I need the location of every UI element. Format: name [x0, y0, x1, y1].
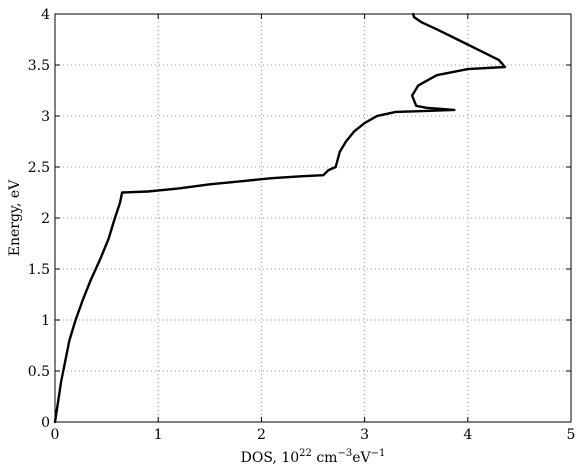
x-axis-label-suffix: eV: [352, 450, 371, 466]
x-axis-label-exp1: 22: [299, 448, 312, 459]
y-tick-label: 3: [41, 109, 50, 125]
y-tick-label: 0.5: [28, 364, 50, 380]
y-tick-label: 1.5: [28, 262, 50, 278]
y-tick-label: 1: [41, 313, 50, 329]
y-tick-labels: 0 0.5 1 1.5 2 2.5 3 3.5 4: [28, 7, 50, 431]
x-tick-label: 4: [463, 427, 472, 443]
y-tick-label: 4: [41, 7, 50, 23]
x-axis-label-exp3: −1: [371, 448, 386, 459]
dos-curve: [53, 12, 507, 424]
x-axis-label-prefix: DOS, 10: [241, 450, 300, 466]
x-axis-label-mid: cm: [312, 450, 338, 466]
x-tick-label: 1: [154, 427, 163, 443]
x-tick-label: 5: [567, 427, 576, 443]
y-axis-label: Energy, eV: [7, 179, 23, 256]
x-tick-label: 0: [51, 427, 60, 443]
ticks: [54, 13, 572, 423]
y-tick-label: 2.5: [28, 160, 50, 176]
grid: [55, 14, 571, 422]
x-tick-labels: 0 1 2 3 4 5: [51, 427, 576, 443]
x-tick-label: 2: [257, 427, 266, 443]
x-axis-label: DOS, 1022 cm−3eV−1: [241, 448, 386, 466]
y-tick-label: 2: [41, 211, 50, 227]
y-tick-label: 0: [41, 415, 50, 431]
y-tick-label: 3.5: [28, 58, 50, 74]
x-axis-label-exp2: −3: [337, 448, 352, 459]
x-tick-label: 3: [360, 427, 369, 443]
series-layer: [53, 12, 507, 424]
